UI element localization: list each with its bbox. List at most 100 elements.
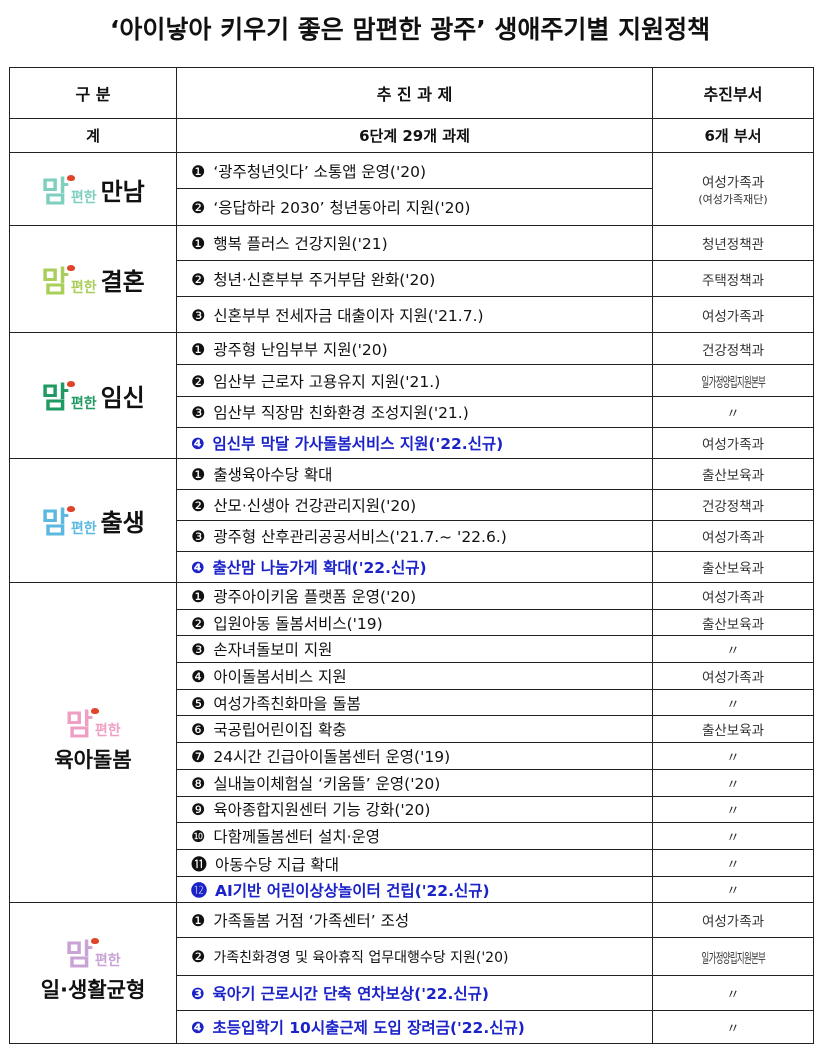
task-text: 행복 플러스 건강지원('21)	[213, 235, 388, 253]
dept-name: 〃	[726, 856, 740, 873]
dept-name: 출산보육과	[701, 468, 765, 484]
task-number-icon: ⓬	[191, 881, 208, 901]
table-row: ❺ 여성가족친화마을 돌봄 〃	[10, 688, 814, 717]
task-cell: ❸ 신혼부부 전세자금 대출이자 지원('21.7.)	[176, 296, 653, 333]
task-cell: ❷ ‘응답하라 2030’ 청년동아리 지원('20)	[176, 188, 653, 226]
table-row: ❸ 광주형 산후관리공공서비스('21.7.~ '22.6.) 여성가족과	[10, 520, 814, 552]
dept-name: 주택정책과	[701, 272, 765, 289]
category-label: 출생	[100, 509, 145, 537]
category-label: 임신	[100, 384, 145, 412]
dept-cell: 일가정양립지원본부	[652, 364, 814, 397]
task-text: 입원아동 돌봄서비스('19)	[213, 614, 383, 633]
task-text: 육아기 근로시간 단축 연차보상('22.신규)	[212, 985, 490, 1004]
task-text: 아동수당 지급 확대	[215, 855, 339, 874]
dept-name: 〃	[726, 830, 740, 847]
dept-cell: 〃	[652, 822, 814, 850]
category-label: 결혼	[100, 267, 145, 296]
task-cell: ❶ 광주형 난임부부 지원('20)	[176, 332, 653, 365]
task-cell: ❸ 광주형 산후관리공공서비스('21.7.~ '22.6.)	[176, 520, 653, 552]
task-cell: ❻ 국공립어린이집 확충	[176, 715, 653, 744]
table-row: ⓬ AI기반 어린이상상놀이터 건립('22.신규) 〃	[10, 875, 814, 904]
dept-name: 여성가족과	[701, 530, 765, 546]
dept-name: 〃	[726, 696, 740, 713]
total-category: 계	[9, 118, 177, 153]
dept-name: 〃	[726, 643, 740, 660]
task-number-icon: ❶	[191, 911, 206, 931]
dept-cell: 〃	[652, 768, 814, 797]
task-text: 가족돌봄 거점 ‘가족센터’ 조성	[213, 912, 410, 931]
category-logo-3: 맘 편한 임신	[41, 378, 145, 414]
task-number-icon: ❹	[191, 558, 205, 577]
task-number-icon: ❹	[191, 666, 206, 686]
category-label: 육아돌봄	[54, 747, 132, 772]
dept-cell: 〃	[652, 795, 814, 824]
category-label: 일·생활균형	[40, 978, 146, 1003]
category-cell: 맘 편한 임신	[9, 332, 177, 459]
task-number-icon: ⓫	[191, 854, 208, 874]
dept-cell: 여성가족과	[652, 427, 814, 459]
logo-mam: 맘	[65, 938, 99, 974]
dept-cell: 〃	[652, 1010, 814, 1045]
logo-mark: 맘 편한	[65, 707, 121, 740]
table-row: ⓫ 아동수당 지급 확대 〃	[10, 848, 814, 877]
task-text: 24시간 긴급아이돌봄센터 운영('19)	[213, 747, 451, 766]
task-number-icon: ❺	[191, 693, 206, 713]
table-row: ❹ 출산맘 나눔가게 확대('22.신규) 출산보육과	[10, 551, 814, 583]
task-text: 육아종합지원센터 기능 강화('20)	[213, 801, 431, 820]
logo-mam: 맘	[41, 174, 75, 210]
header-task: 추 진 과 제	[176, 67, 653, 119]
task-text: 임신부 막달 가사돌봄서비스 지원('22.신규)	[212, 435, 504, 453]
dept-cell: 건강정책과	[652, 489, 814, 521]
table-row: ❹ 임신부 막달 가사돌봄서비스 지원('22.신규) 여성가족과	[10, 427, 814, 459]
task-number-icon: ❷	[191, 496, 206, 515]
table-row: ❷ 임산부 근로자 고용유지 지원('21.) 일가정양립지원본부	[10, 364, 814, 397]
task-cell: ❼ 24시간 긴급아이돌봄센터 운영('19)	[176, 742, 653, 770]
task-cell: ⓬ AI기반 어린이상상놀이터 건립('22.신규)	[176, 875, 653, 904]
dept-cell: 청년정책관	[652, 225, 814, 261]
task-number-icon: ❷	[191, 269, 206, 289]
category-cell: 맘 편한 만남	[9, 152, 177, 226]
task-cell: ❹ 출산맘 나눔가게 확대('22.신규)	[176, 551, 653, 583]
table-row: ❽ 실내놀이체험실 ‘키움뜰’ 운영('20) 〃	[10, 768, 814, 797]
logo-pyeonhan: 편한	[94, 953, 121, 970]
task-number-icon: ❶	[191, 339, 206, 359]
table-row: 맘 편한 결혼 ❶ 행복 플러스 건강지원('21) 청년정책관	[9, 225, 814, 333]
dept-cell: 〃	[652, 975, 814, 1012]
dept-name: 여성가족과	[701, 589, 765, 606]
dept-cell: 건강정책과	[652, 332, 814, 365]
dept-cell: 〃	[652, 742, 814, 770]
dept-cell: 일가정양립지원본부	[652, 937, 814, 977]
dept-name: 〃	[726, 406, 740, 422]
dept-name: 〃	[726, 749, 740, 766]
task-cell: ❷ 산모·신생아 건강관리지원('20)	[176, 489, 653, 521]
task-number-icon: ❷	[191, 946, 206, 966]
task-cell: ❺ 여성가족친화마을 돌봄	[176, 688, 653, 717]
task-cell: ❷ 가족친화경영 및 육아휴직 업무대행수당 지원('20)	[176, 937, 653, 977]
task-number-icon: ❹	[191, 434, 205, 453]
task-number-icon: ❿	[191, 827, 206, 847]
task-cell: ❸ 손자녀돌보미 지원	[176, 635, 653, 664]
task-text: 아이돌봄서비스 지원	[213, 667, 347, 686]
table-row: ❷ 입원아동 돌봄서비스('19) 출산보육과	[10, 608, 814, 637]
dept-cell: 여성가족과	[652, 582, 814, 610]
dept-cell: 〃	[652, 875, 814, 904]
table-row: 맘 편한 출생 ❶ 출생육아수당 확대 출산보육과	[9, 458, 814, 583]
task-number-icon: ❹	[191, 1018, 205, 1038]
dept-name: 건강정책과	[701, 342, 765, 359]
logo-mark: 맘 편한	[65, 938, 121, 974]
task-number-icon: ❶	[191, 161, 206, 181]
logo-pyeonhan: 편한	[70, 189, 97, 206]
task-number-icon: ❸	[191, 640, 206, 660]
dept-cell: 여성가족과	[652, 902, 814, 939]
category-label: 만남	[100, 177, 145, 206]
task-number-icon: ❸	[191, 305, 206, 325]
dept-name: 여성가족과	[701, 175, 765, 191]
dept-cell: 여성가족과	[652, 662, 814, 690]
dept-cell: 출산보육과	[652, 715, 814, 744]
dept-name: 여성가족과	[701, 914, 765, 931]
table-row: 맘 편한 육아돌봄 ❶ 광주아이키움 플랫폼 운영('20) 여성가족과	[9, 581, 814, 904]
task-cell: ❶ 출생육아수당 확대	[176, 458, 653, 490]
task-cell: ❶ ‘광주청년잇다’ 소통앱 운영('20)	[176, 152, 653, 189]
